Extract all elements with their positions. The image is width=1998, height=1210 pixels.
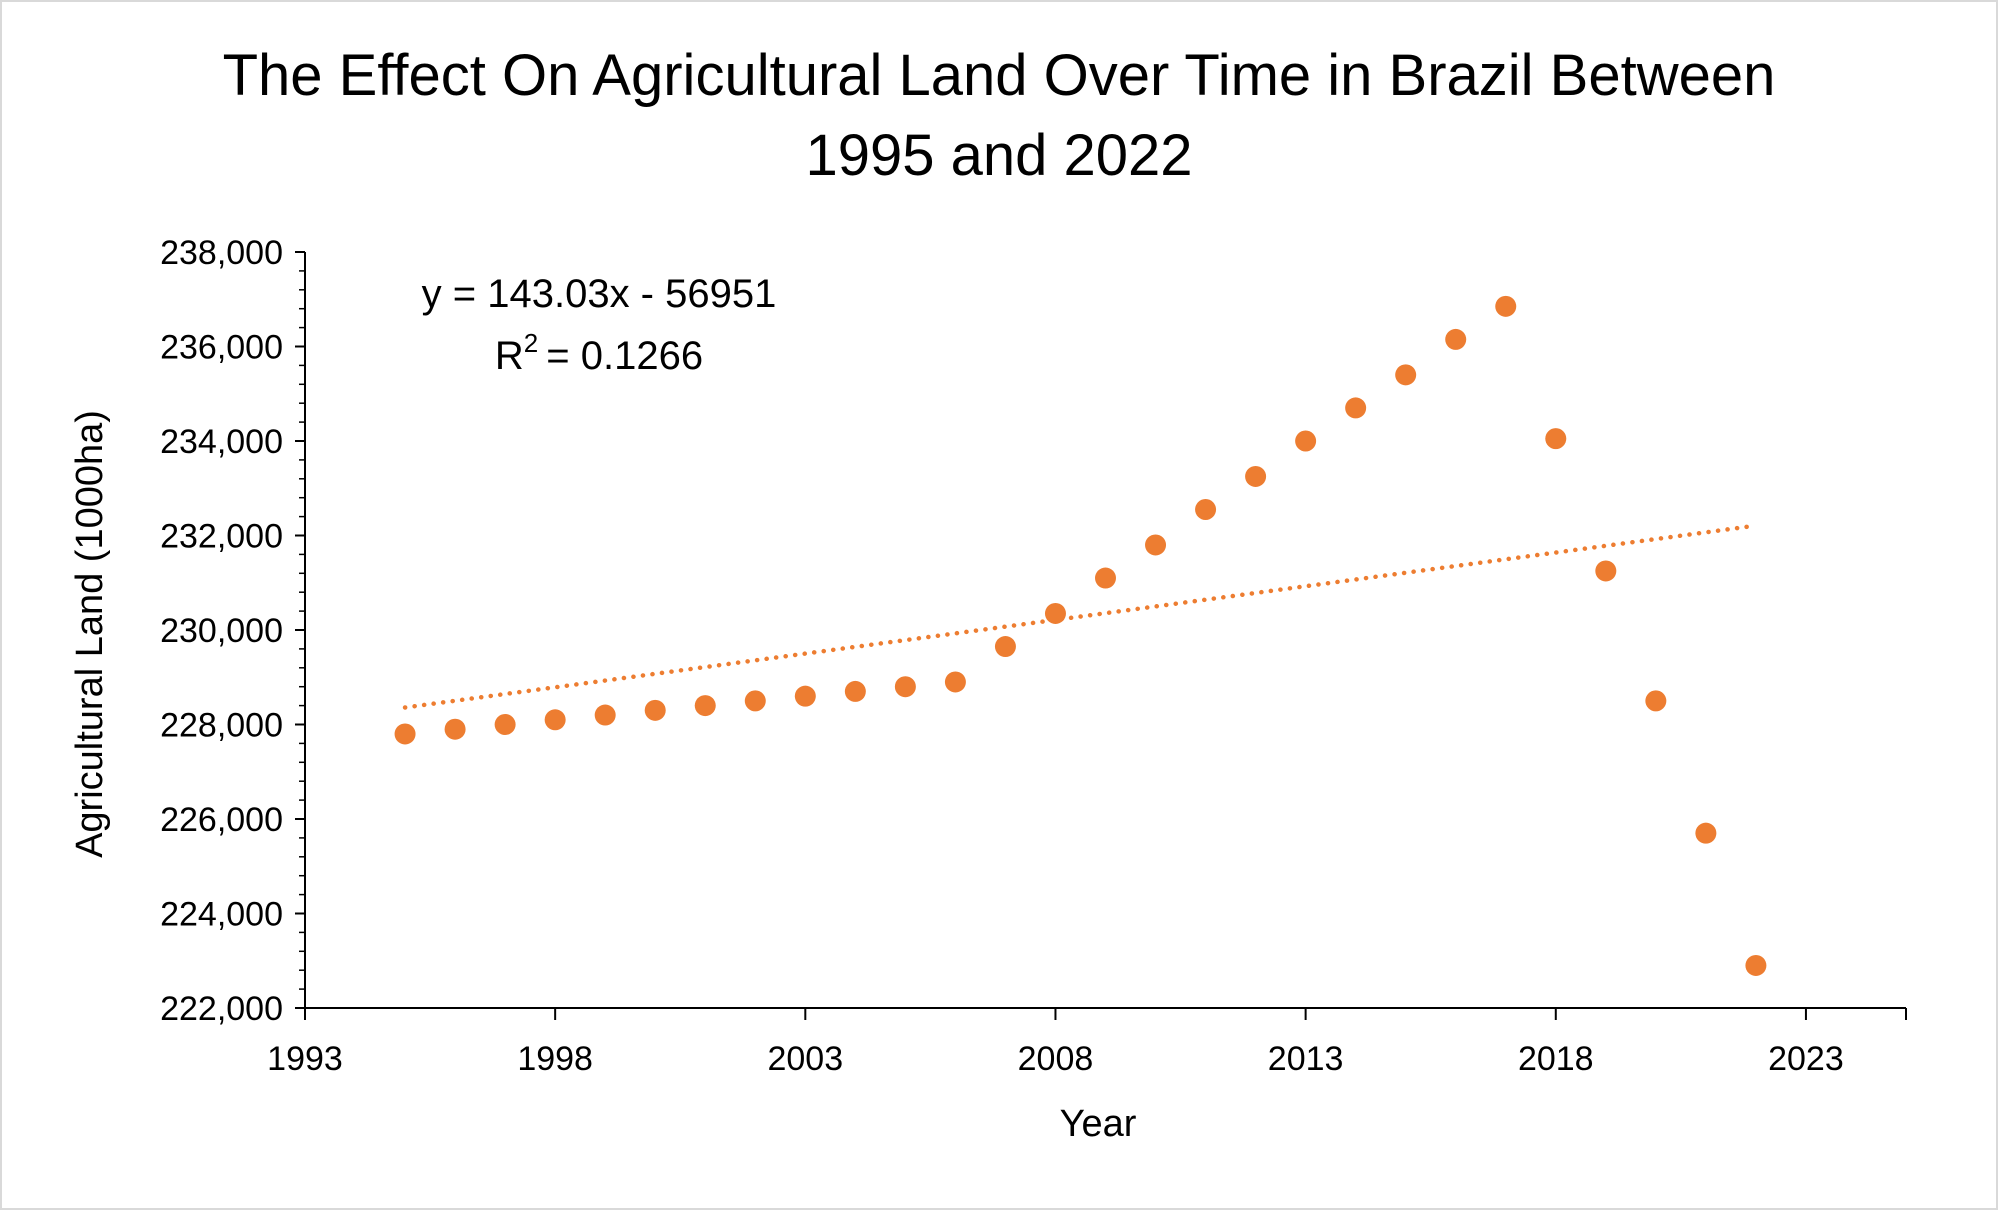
x-axis-title: Year bbox=[1060, 1103, 1137, 1145]
x-tick-label: 1993 bbox=[267, 1040, 343, 1078]
data-point bbox=[894, 676, 916, 698]
data-point bbox=[1145, 534, 1167, 556]
r-squared-symbol: R bbox=[495, 334, 524, 378]
data-point bbox=[394, 723, 416, 745]
chart-title-line-1: The Effect On Agricultural Land Over Tim… bbox=[223, 43, 1776, 108]
data-point bbox=[1295, 430, 1317, 452]
trendline-equation: y = 143.03x - 56951 bbox=[422, 272, 777, 316]
x-axis: 1993 1998 2003 2008 2013 2018 2023 bbox=[267, 1007, 1907, 1078]
y-tick-label: 222,000 bbox=[160, 990, 283, 1028]
trendline-r-squared: R2 = 0.1266 bbox=[495, 328, 703, 378]
y-tick-label: 236,000 bbox=[160, 329, 283, 367]
r-squared-exponent: 2 bbox=[524, 328, 538, 358]
y-tick-label: 230,000 bbox=[160, 612, 283, 650]
data-point bbox=[1395, 364, 1417, 386]
data-point bbox=[844, 680, 866, 702]
data-point bbox=[994, 636, 1016, 658]
data-point bbox=[1195, 499, 1217, 521]
y-tick-label: 228,000 bbox=[160, 707, 283, 745]
x-tick-label: 2003 bbox=[767, 1040, 843, 1078]
y-axis: 222,000 224,000 226,000 228,000 230,000 232,0… bbox=[160, 234, 306, 1028]
data-point bbox=[1044, 602, 1066, 624]
data-point bbox=[1445, 328, 1467, 350]
data-point bbox=[1645, 690, 1667, 712]
data-point bbox=[544, 709, 566, 731]
data-point bbox=[744, 690, 766, 712]
y-tick-label: 224,000 bbox=[160, 896, 283, 934]
data-point bbox=[444, 718, 466, 740]
y-tick-label: 234,000 bbox=[160, 423, 283, 461]
data-point bbox=[1095, 567, 1116, 589]
data-point bbox=[1545, 428, 1567, 450]
y-tick-label: 232,000 bbox=[160, 518, 283, 556]
data-point bbox=[494, 714, 516, 735]
data-point bbox=[1745, 954, 1767, 976]
y-tick-label: 226,000 bbox=[160, 801, 283, 839]
linear-trendline bbox=[402, 523, 1759, 710]
data-point bbox=[1245, 465, 1267, 487]
y-tick-label: 238,000 bbox=[160, 234, 283, 272]
data-point bbox=[1345, 397, 1367, 419]
data-point bbox=[1495, 295, 1517, 317]
data-points-layer bbox=[394, 295, 1767, 976]
data-point bbox=[944, 671, 966, 693]
x-tick-label: 2023 bbox=[1768, 1040, 1844, 1078]
data-point bbox=[1695, 822, 1717, 844]
x-tick-label: 2018 bbox=[1518, 1040, 1594, 1078]
data-point bbox=[1595, 560, 1617, 582]
x-tick-label: 2008 bbox=[1018, 1040, 1094, 1078]
r-squared-value: = 0.1266 bbox=[546, 334, 703, 378]
x-tick-label: 1998 bbox=[517, 1040, 593, 1078]
data-point bbox=[594, 704, 616, 726]
y-axis-title: Agricultural Land (1000ha) bbox=[69, 410, 111, 858]
data-point bbox=[794, 685, 816, 707]
data-point bbox=[694, 695, 716, 717]
trendline-layer bbox=[402, 523, 1759, 710]
data-point bbox=[644, 699, 666, 721]
chart-title-line-2: 1995 and 2022 bbox=[805, 123, 1192, 188]
x-tick-label: 2013 bbox=[1268, 1040, 1344, 1078]
